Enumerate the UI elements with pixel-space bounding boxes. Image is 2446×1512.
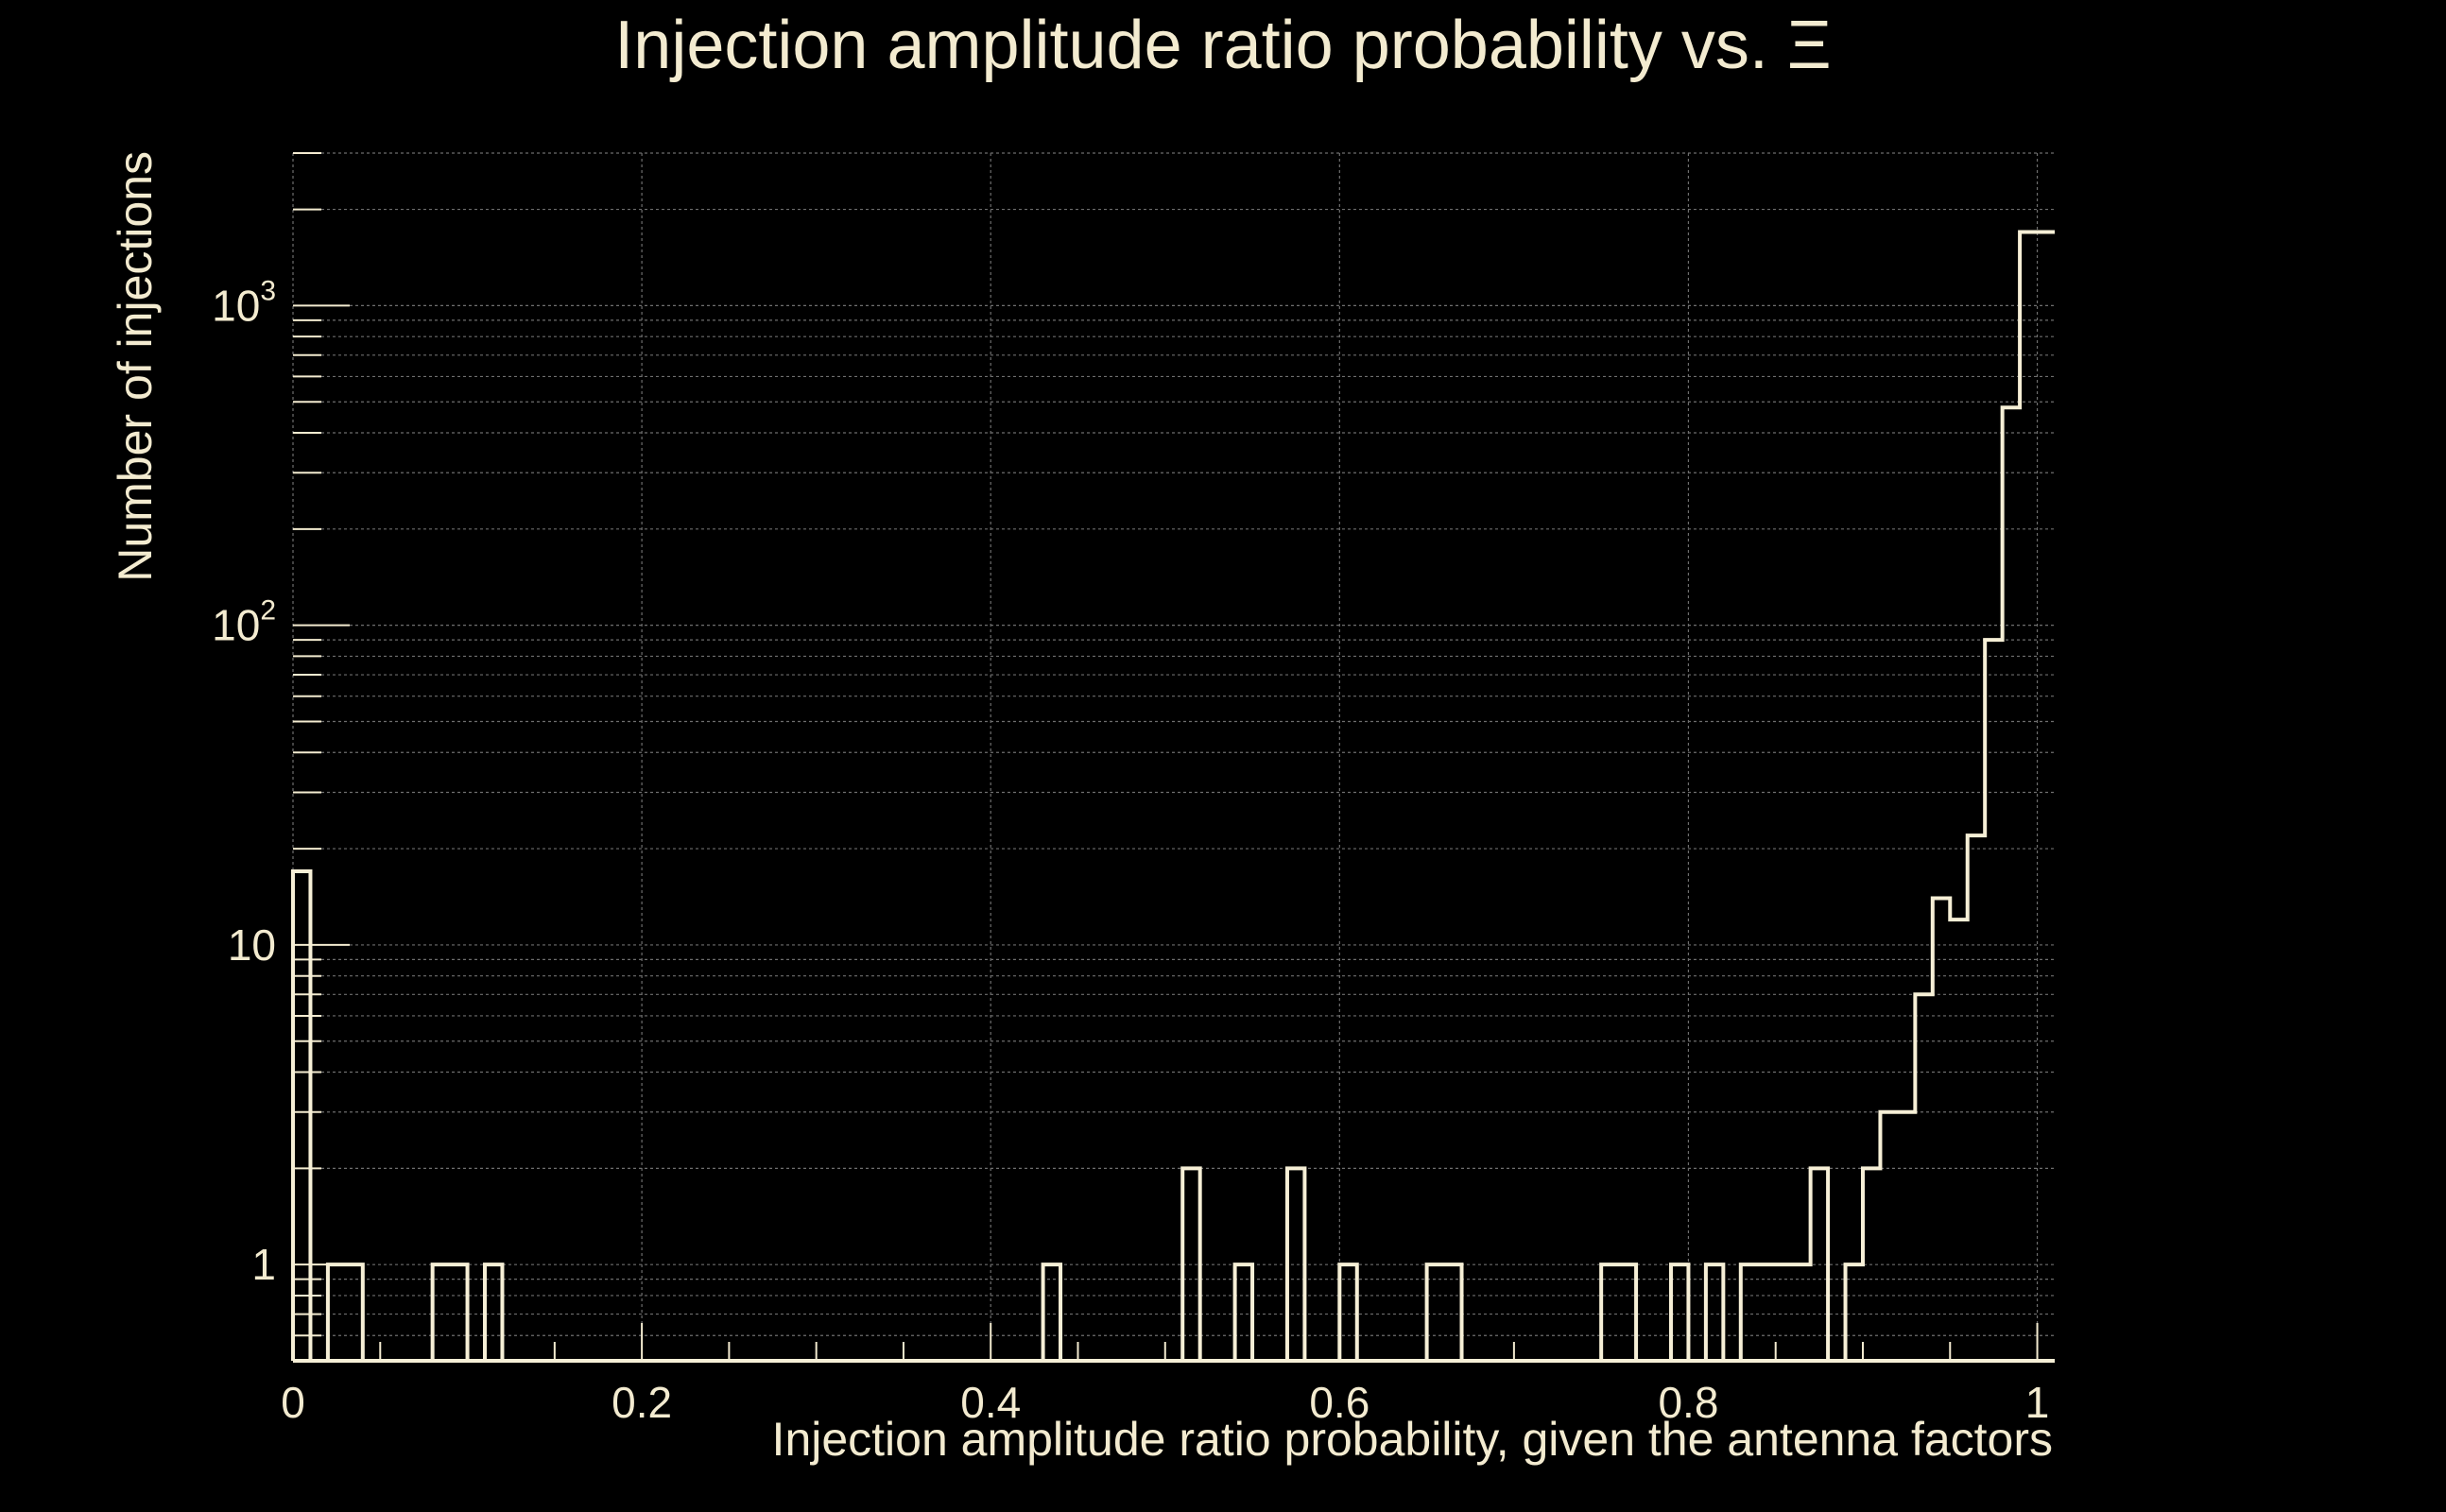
x-tick-label: 1 — [2025, 1378, 2050, 1427]
y-tick-labels: 1 10 102 103 — [212, 275, 276, 1289]
x-tick-labels: 0 0.2 0.4 0.6 0.8 1 — [281, 1378, 2049, 1427]
chart-title: Injection amplitude ratio probability vs… — [614, 8, 1831, 83]
x-tick-label: 0.8 — [1658, 1378, 1718, 1427]
x-tick-label: 0 — [281, 1378, 305, 1427]
x-tick-label: 0.6 — [1309, 1378, 1369, 1427]
axis-ticks — [292, 152, 2039, 1362]
grid — [292, 152, 2055, 1362]
y-tick-label: 1 — [251, 1240, 276, 1289]
y-tick-label: 10 — [228, 920, 276, 970]
x-tick-label: 0.2 — [612, 1378, 672, 1427]
x-tick-label: 0.4 — [960, 1378, 1021, 1427]
y-axis-label: Number of injections — [109, 151, 162, 582]
x-axis-label: Injection amplitude ratio probability, g… — [772, 1413, 2053, 1466]
y-tick-label: 103 — [212, 275, 276, 330]
plot-frame — [293, 153, 2055, 1361]
histogram-series-line — [291, 230, 2055, 1363]
y-tick-label: 102 — [212, 595, 276, 650]
